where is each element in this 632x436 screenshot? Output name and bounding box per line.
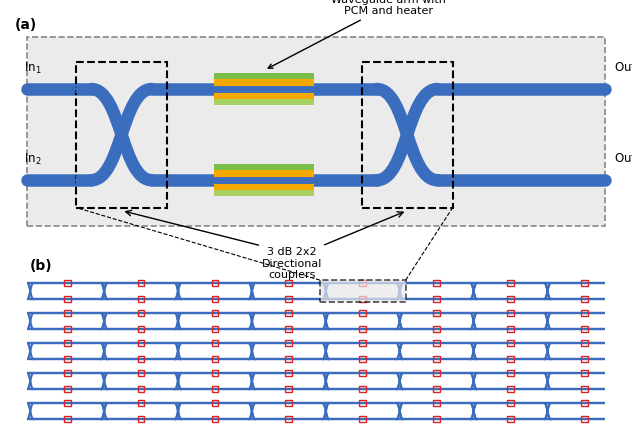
Bar <box>507 310 514 316</box>
Bar <box>507 400 514 406</box>
Bar <box>581 326 588 332</box>
Bar <box>64 370 71 376</box>
Bar <box>581 280 588 286</box>
Bar <box>286 326 292 332</box>
Bar <box>138 280 145 286</box>
Bar <box>212 280 219 286</box>
Bar <box>214 73 315 79</box>
Bar <box>507 356 514 362</box>
Bar <box>64 416 71 422</box>
Bar <box>581 296 588 302</box>
Bar <box>581 370 588 376</box>
FancyBboxPatch shape <box>27 37 605 226</box>
Bar <box>434 296 440 302</box>
Bar <box>360 400 366 406</box>
Bar <box>64 326 71 332</box>
Bar <box>64 356 71 362</box>
Bar <box>581 400 588 406</box>
Bar <box>214 164 315 170</box>
Bar <box>214 73 315 105</box>
Bar <box>286 400 292 406</box>
Bar <box>212 400 219 406</box>
Bar <box>286 356 292 362</box>
Text: In$_1$: In$_1$ <box>24 61 42 76</box>
Text: (b): (b) <box>30 259 53 272</box>
Bar <box>138 370 145 376</box>
Bar <box>286 296 292 302</box>
Bar <box>362 61 453 208</box>
Bar <box>507 326 514 332</box>
Bar <box>581 340 588 346</box>
Text: In$_2$: In$_2$ <box>24 152 42 167</box>
Bar <box>138 386 145 392</box>
Bar <box>212 296 219 302</box>
Bar <box>138 416 145 422</box>
Bar <box>64 340 71 346</box>
Bar <box>64 296 71 302</box>
Bar <box>64 280 71 286</box>
Bar <box>434 400 440 406</box>
Bar <box>64 386 71 392</box>
Bar <box>581 356 588 362</box>
Bar <box>360 280 366 286</box>
Bar <box>214 190 315 196</box>
Bar <box>138 400 145 406</box>
Bar <box>507 370 514 376</box>
Bar <box>76 61 167 208</box>
Bar <box>212 416 219 422</box>
Bar <box>286 310 292 316</box>
Bar <box>212 370 219 376</box>
Bar <box>434 356 440 362</box>
Text: 3 dB 2x2
Directional
couplers: 3 dB 2x2 Directional couplers <box>262 247 322 280</box>
Bar <box>138 340 145 346</box>
Bar <box>212 386 219 392</box>
Bar <box>138 296 145 302</box>
Bar <box>581 416 588 422</box>
Bar <box>581 386 588 392</box>
Bar <box>64 400 71 406</box>
Bar <box>286 280 292 286</box>
Bar <box>360 326 366 332</box>
Bar <box>286 416 292 422</box>
Bar <box>286 370 292 376</box>
Bar <box>434 386 440 392</box>
Bar <box>286 340 292 346</box>
Bar <box>212 356 219 362</box>
Bar <box>434 310 440 316</box>
Bar <box>286 386 292 392</box>
Bar <box>507 386 514 392</box>
Bar <box>434 280 440 286</box>
Bar <box>214 99 315 105</box>
Bar <box>212 340 219 346</box>
Bar <box>138 356 145 362</box>
Bar <box>360 340 366 346</box>
Bar <box>581 310 588 316</box>
Bar <box>507 416 514 422</box>
Bar <box>360 416 366 422</box>
Bar <box>212 310 219 316</box>
Bar <box>434 370 440 376</box>
Text: Waveguide arm with
PCM and heater: Waveguide arm with PCM and heater <box>268 0 446 68</box>
Bar <box>360 370 366 376</box>
Text: Out$_2$: Out$_2$ <box>614 152 632 167</box>
Bar <box>320 280 406 302</box>
Text: Out$_1$: Out$_1$ <box>614 61 632 76</box>
Bar <box>360 310 366 316</box>
Bar <box>434 340 440 346</box>
Text: (a): (a) <box>15 18 37 32</box>
Bar <box>138 326 145 332</box>
Bar <box>434 326 440 332</box>
Bar <box>212 326 219 332</box>
Bar <box>434 416 440 422</box>
Bar <box>360 356 366 362</box>
Bar <box>138 310 145 316</box>
Bar <box>507 340 514 346</box>
Bar <box>507 280 514 286</box>
Bar <box>507 296 514 302</box>
Bar <box>214 164 315 196</box>
Bar <box>360 386 366 392</box>
Bar <box>360 296 366 302</box>
Bar <box>64 310 71 316</box>
